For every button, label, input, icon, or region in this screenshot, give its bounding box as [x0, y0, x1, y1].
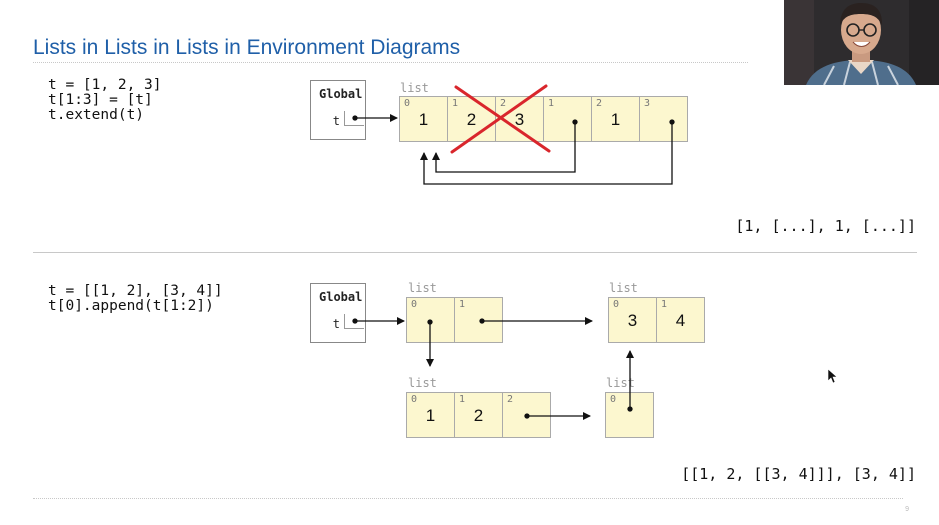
cell-value: 3 — [627, 311, 638, 330]
webcam-overlay — [784, 0, 939, 85]
cell-value: 1 — [425, 406, 436, 425]
cell-value: 2 — [466, 110, 477, 129]
top-result: [1, [...], 1, [...]] — [735, 217, 916, 235]
list-cell: 2 — [502, 392, 551, 438]
bottom-global-frame: Global t — [310, 283, 366, 343]
frame-slot — [344, 111, 364, 126]
section-divider — [33, 252, 917, 253]
code-line: t[0].append(t[1:2]) — [48, 298, 214, 314]
slide-title: Lists in Lists in Lists in Environment D… — [33, 36, 461, 59]
cell-index: 3 — [644, 98, 651, 109]
cell-index: 2 — [500, 98, 507, 109]
list-tag: list — [609, 281, 638, 295]
code-line: t = [[1, 2], [3, 4]] — [48, 283, 223, 299]
frame-title: Global — [319, 87, 363, 101]
code-line: t = [1, 2, 3] — [48, 77, 162, 93]
frame-variable: t — [332, 114, 340, 128]
code-line: t[1:3] = [t] — [48, 92, 153, 108]
list-cell: 3 — [639, 96, 688, 142]
cell-index: 1 — [459, 394, 466, 405]
top-global-frame: Global t — [310, 80, 366, 140]
code-line: t.extend(t) — [48, 107, 145, 123]
cell-value: 2 — [473, 406, 484, 425]
cell-index: 0 — [613, 299, 620, 310]
cell-index: 1 — [661, 299, 668, 310]
cell-value: 1 — [610, 110, 621, 129]
list-tag: list — [408, 281, 437, 295]
cell-value: 1 — [418, 110, 429, 129]
title-divider — [33, 62, 748, 63]
list-cell: 1 — [543, 96, 592, 142]
cell-index: 0 — [610, 394, 617, 405]
cell-index: 2 — [507, 394, 514, 405]
list-cell: 0 — [605, 392, 654, 438]
top-code-block: t = [1, 2, 3] t[1:3] = [t] t.extend(t) — [48, 78, 162, 123]
cell-value: 4 — [675, 311, 686, 330]
list-cell: 1 — [454, 297, 503, 343]
list-tag: list — [400, 81, 429, 95]
list-tag: list — [408, 376, 437, 390]
list-tag: list — [606, 376, 635, 390]
cell-index: 2 — [596, 98, 603, 109]
bottom-code-block: t = [[1, 2], [3, 4]] t[0].append(t[1:2]) — [48, 284, 223, 314]
cell-value: 3 — [514, 110, 525, 129]
presenter-illustration — [784, 0, 939, 85]
bottom-list-slice: 0 — [605, 392, 654, 438]
frame-slot — [344, 314, 364, 329]
cell-index: 1 — [548, 98, 555, 109]
mouse-cursor-icon — [827, 368, 838, 384]
cell-index: 0 — [404, 98, 411, 109]
bottom-list-outer: 0 1 — [406, 297, 503, 343]
page-number: 9 — [905, 506, 909, 513]
bottom-result: [[1, 2, [[3, 4]]], [3, 4]] — [681, 465, 916, 483]
frame-variable: t — [332, 317, 340, 331]
footer-divider — [33, 498, 903, 499]
list-cell: 0 — [406, 297, 455, 343]
frame-title: Global — [319, 290, 363, 304]
cell-index: 1 — [459, 299, 466, 310]
cell-index: 0 — [411, 394, 418, 405]
cell-index: 0 — [411, 299, 418, 310]
cell-index: 1 — [452, 98, 459, 109]
